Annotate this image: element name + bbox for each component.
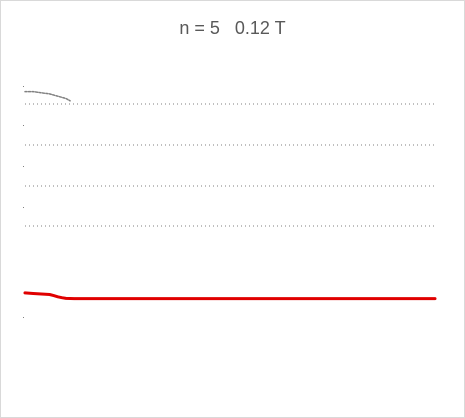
axis-tick-mark-2 (23, 125, 24, 126)
axis-tick-mark-5 (23, 317, 24, 318)
chart-title: n = 5 0.12 T (179, 18, 286, 38)
axis-tick-mark-3 (23, 166, 24, 167)
axis-tick-mark-4 (23, 207, 24, 208)
series-line-2 (24, 90, 71, 102)
axis-tick-mark-1 (23, 86, 24, 87)
series-line-1 (23, 291, 437, 301)
